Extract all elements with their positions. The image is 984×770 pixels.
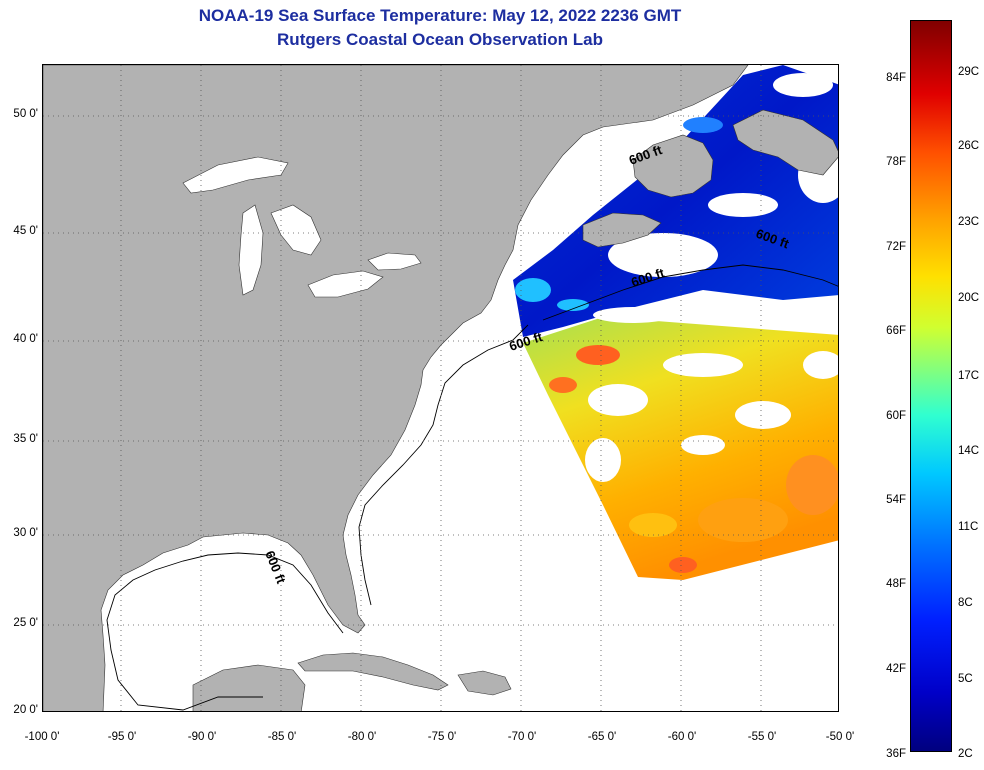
colorbar-c-label: 14C [958, 445, 980, 457]
colorbar [910, 20, 952, 752]
great-lakes [182, 156, 422, 298]
colorbar-c-label: 17C [958, 370, 980, 382]
colorbar-c-label: 5C [958, 673, 973, 685]
colorbar-f-label: 42F [886, 663, 906, 675]
lon-label: -70 0' [507, 731, 537, 743]
lon-label: -60 0' [667, 731, 697, 743]
land-cuba [297, 652, 449, 691]
colorbar-c-label: 8C [958, 597, 973, 609]
land-newfoundland [632, 134, 714, 198]
lon-label: -90 0' [187, 731, 217, 743]
map-subtitle: Rutgers Coastal Ocean Observation Lab [277, 30, 603, 49]
land-north-america [43, 65, 749, 711]
contour-600ft-north [542, 264, 838, 321]
sst-map: 600 ft 600 ft 600 ft 600 ft 600 ft [42, 64, 839, 712]
colorbar-f-label: 84F [886, 72, 906, 84]
colorbar-f-label: 66F [886, 325, 906, 337]
map-title: NOAA-19 Sea Surface Temperature: May 12,… [198, 6, 682, 25]
lat-label: 35 0' [13, 433, 38, 445]
colorbar-f-label: 36F [886, 748, 906, 760]
colorbar-c-label: 23C [958, 216, 980, 228]
land-gulf-peninsula [732, 109, 838, 176]
contour-600ft-atlantic [358, 324, 529, 606]
sst-north-cloud-gaps [593, 73, 838, 323]
lat-label: 25 0' [13, 617, 38, 629]
lon-label: -85 0' [267, 731, 297, 743]
colorbar-c-label: 2C [958, 748, 973, 760]
colorbar-c-label: 29C [958, 66, 980, 78]
contour-label: 600 ft [262, 549, 289, 587]
lat-label: 45 0' [13, 225, 38, 237]
lon-label: -55 0' [747, 731, 777, 743]
graticule [43, 65, 838, 711]
colorbar-c-label: 20C [958, 292, 980, 304]
lat-label: 20 0' [13, 704, 38, 716]
contour-600ft-gulf [106, 552, 344, 711]
colorbar-c-label: 26C [958, 140, 980, 152]
colorbar-f-label: 78F [886, 156, 906, 168]
lon-label: -100 0' [24, 731, 60, 743]
sst-cloud-gaps [585, 351, 838, 482]
colorbar-f-label: 48F [886, 578, 906, 590]
land-nova-scotia [582, 212, 662, 248]
sst-north-cyan [515, 117, 723, 311]
sst-warm-patches [549, 345, 838, 573]
colorbar-c-label: 11C [958, 521, 979, 533]
lat-label: 40 0' [13, 333, 38, 345]
land-hispaniola [457, 670, 512, 696]
lon-label: -80 0' [347, 731, 377, 743]
lon-label: -65 0' [587, 731, 617, 743]
lon-label: -95 0' [107, 731, 137, 743]
lat-label: 30 0' [13, 527, 38, 539]
lon-label: -50 0' [825, 731, 855, 743]
colorbar-f-label: 54F [886, 494, 906, 506]
colorbar-f-label: 72F [886, 241, 906, 253]
lat-label: 50 0' [13, 108, 38, 120]
land-yucatan [192, 664, 306, 711]
colorbar-f-label: 60F [886, 410, 906, 422]
lon-label: -75 0' [427, 731, 457, 743]
